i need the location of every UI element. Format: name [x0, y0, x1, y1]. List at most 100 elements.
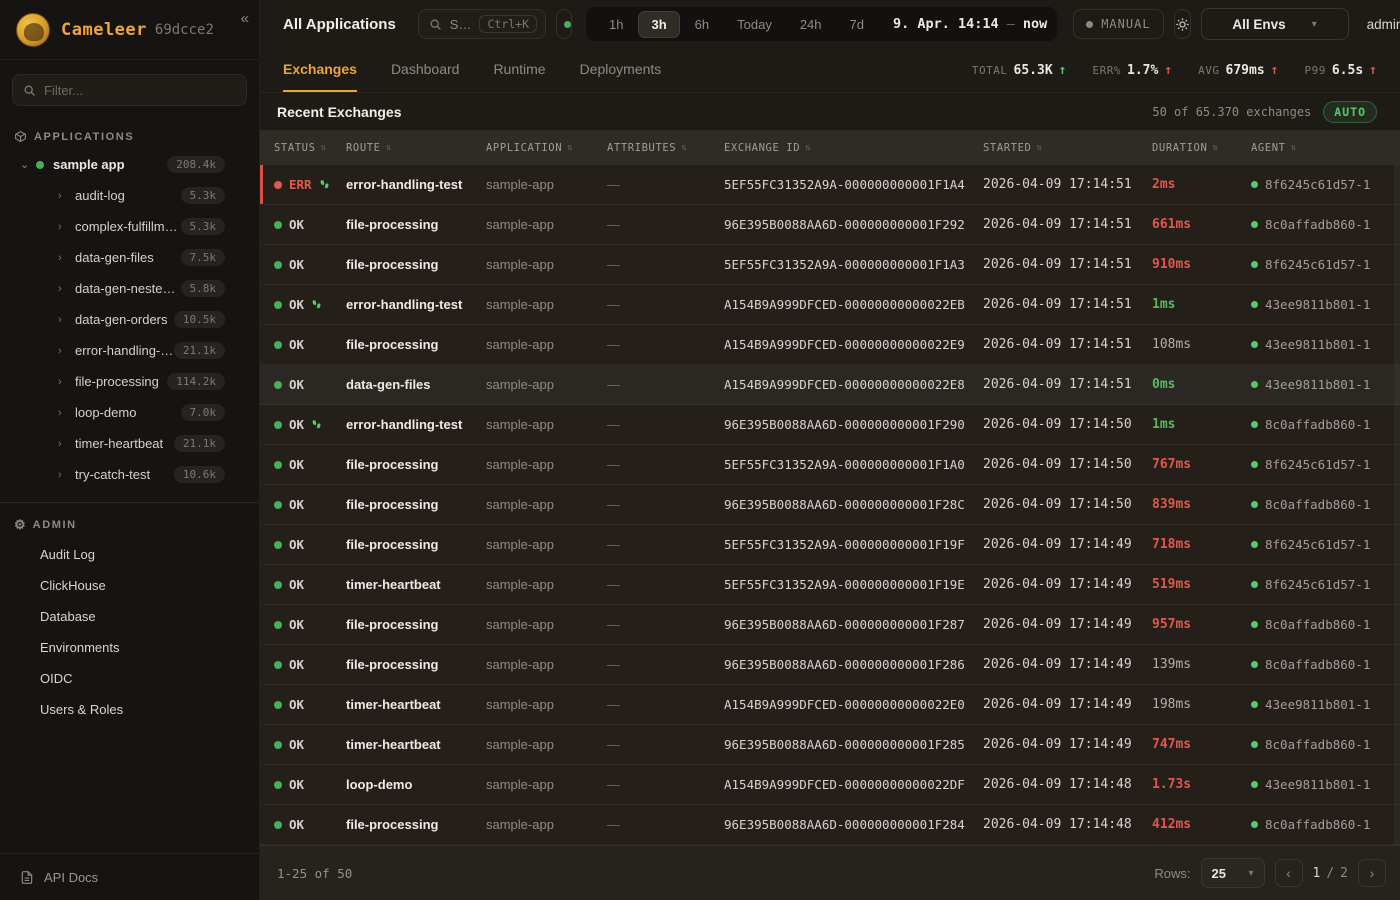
date-range-label[interactable]: 9. Apr. 14:14– now	[893, 16, 1047, 32]
agent-status-dot	[1251, 581, 1258, 588]
table-row[interactable]: OK timer-heartbeat sample-app — 5EF55FC3…	[260, 565, 1400, 605]
time-range-button[interactable]: Today	[737, 16, 772, 32]
column-header[interactable]: ROUTE ⇅	[346, 142, 486, 154]
sidebar-route-item[interactable]: › complex-fulfillm… 5.3k	[0, 211, 259, 242]
sidebar-route-item[interactable]: › data-gen-files 7.5k	[0, 242, 259, 273]
sidebar-collapse-icon[interactable]: «	[240, 10, 249, 27]
column-label: AGENT	[1251, 141, 1286, 154]
live-indicator-button[interactable]: O	[556, 9, 573, 39]
table-row[interactable]: OK error-handling-test sample-app — A154…	[260, 285, 1400, 325]
table-row[interactable]: OK data-gen-files sample-app — A154B9A99…	[260, 365, 1400, 405]
sidebar-item-clickhouse[interactable]: ClickHouse	[40, 578, 106, 593]
column-header[interactable]: APPLICATION ⇅	[486, 142, 607, 154]
sidebar-route-item[interactable]: › error-handling-… 21.1k	[0, 335, 259, 366]
column-header[interactable]: AGENT ⇅	[1251, 142, 1400, 154]
column-header[interactable]: STARTED ⇅	[983, 142, 1152, 154]
table-row[interactable]: OK file-processing sample-app — 96E395B0…	[260, 205, 1400, 245]
manual-refresh-button[interactable]: MANUAL	[1073, 9, 1164, 39]
chevron-right-icon[interactable]: ›	[58, 220, 62, 233]
chevron-right-icon[interactable]: ›	[58, 189, 62, 202]
topbar: All Applications S… Ctrl+K O 1h 3h 6h Today…	[260, 0, 1400, 48]
sidebar-route-item[interactable]: › data-gen-orders 10.5k	[0, 304, 259, 335]
application-cell: sample-app	[486, 817, 554, 832]
sidebar-item-database[interactable]: Database	[40, 609, 96, 624]
status-cell: OK	[260, 777, 346, 792]
chevron-right-icon[interactable]: ›	[58, 406, 62, 419]
table-row[interactable]: OK loop-demo sample-app — A154B9A999DFCE…	[260, 765, 1400, 805]
duration-cell: 1ms	[1152, 417, 1176, 432]
sidebar-route-item[interactable]: › loop-demo 7.0k	[0, 397, 259, 428]
chevron-right-icon[interactable]: ›	[58, 437, 62, 450]
column-header[interactable]: EXCHANGE ID ⇅	[724, 142, 983, 154]
time-range-button[interactable]: 3h	[638, 10, 680, 38]
chevron-right-icon[interactable]: ›	[58, 313, 62, 326]
sidebar-item-sample-app[interactable]: ⌄ sample app 208.4k	[0, 149, 259, 180]
table-row[interactable]: OK file-processing sample-app — 5EF55FC3…	[260, 445, 1400, 485]
chevron-right-icon[interactable]: ›	[58, 375, 62, 388]
sidebar-route-item[interactable]: › file-processing 114.2k	[0, 366, 259, 397]
next-page-button[interactable]: ›	[1358, 859, 1386, 887]
chevron-right-icon[interactable]: ›	[58, 251, 62, 264]
started-cell: 2026-04-09 17:14:51	[983, 177, 1132, 192]
table-row[interactable]: OK file-processing sample-app — 5EF55FC3…	[260, 245, 1400, 285]
sidebar-item-oidc[interactable]: OIDC	[40, 671, 73, 686]
agent-status-dot	[1251, 341, 1258, 348]
table-row[interactable]: OK file-processing sample-app — 96E395B0…	[260, 485, 1400, 525]
table-row[interactable]: OK timer-heartbeat sample-app — 96E395B0…	[260, 725, 1400, 765]
sidebar-route-item[interactable]: › try-catch-test 10.6k	[0, 459, 259, 490]
time-range-button[interactable]: 6h	[694, 16, 710, 32]
table-row[interactable]: OK file-processing sample-app — 96E395B0…	[260, 645, 1400, 685]
tab-runtime[interactable]: Runtime	[493, 61, 546, 77]
sidebar-route-item[interactable]: › data-gen-neste… 5.8k	[0, 273, 259, 304]
table-row[interactable]: OK timer-heartbeat sample-app — A154B9A9…	[260, 685, 1400, 725]
status-label: OK	[289, 297, 305, 312]
table-row[interactable]: OK file-processing sample-app — A154B9A9…	[260, 325, 1400, 365]
column-label: STARTED	[983, 141, 1032, 154]
manual-dot	[1086, 20, 1094, 28]
theme-toggle-button[interactable]	[1173, 9, 1191, 39]
auto-refresh-badge[interactable]: AUTO	[1323, 100, 1377, 123]
sidebar-item-users-roles[interactable]: Users & Roles	[40, 702, 124, 717]
chevron-right-icon[interactable]: ›	[58, 468, 62, 481]
stats-summary: TOTAL 65.3K ↑ ERR% 1.7% ↑ AVG 679ms ↑ P9…	[972, 48, 1377, 92]
table-row[interactable]: OK error-handling-test sample-app — 96E3…	[260, 405, 1400, 445]
sidebar-item-environments[interactable]: Environments	[40, 640, 120, 655]
filter-input[interactable]	[44, 82, 236, 98]
time-range-button[interactable]: 24h	[799, 16, 822, 32]
global-search-button[interactable]: S… Ctrl+K	[417, 9, 547, 39]
column-header[interactable]: DURATION ⇅	[1152, 142, 1251, 154]
table-row[interactable]: OK file-processing sample-app — 96E395B0…	[260, 805, 1400, 845]
tab-dashboard[interactable]: Dashboard	[390, 61, 460, 77]
chevron-right-icon[interactable]: ›	[58, 344, 62, 357]
column-header[interactable]: STATUS ⇅	[260, 142, 346, 154]
status-label: OK	[289, 217, 305, 232]
sidebar-item-api-docs[interactable]: API Docs	[0, 853, 259, 900]
chevron-down-icon[interactable]: ⌄	[20, 159, 30, 171]
tab-deployments[interactable]: Deployments	[579, 61, 662, 77]
exchange-id-cell: 96E395B0088AA6D-000000000001F284	[724, 817, 965, 832]
duration-cell: 910ms	[1152, 257, 1192, 272]
time-range-button[interactable]: 1h	[609, 16, 624, 32]
exchange-id-cell: 5EF55FC31352A9A-000000000001F1A0	[724, 457, 965, 472]
attributes-cell: —	[607, 177, 620, 192]
column-label: EXCHANGE ID	[724, 141, 801, 154]
time-range-button[interactable]: 7d	[849, 16, 864, 32]
table-row[interactable]: ERR error-handling-test sample-app — 5EF…	[260, 165, 1400, 205]
sidebar-route-item[interactable]: › audit-log 5.3k	[0, 180, 259, 211]
table-row[interactable]: OK file-processing sample-app — 96E395B0…	[260, 605, 1400, 645]
environment-selector[interactable]: All Envs ▾	[1200, 8, 1349, 40]
column-header[interactable]: ATTRIBUTES ⇅	[607, 142, 724, 154]
chevron-right-icon[interactable]: ›	[58, 282, 62, 295]
status-dot	[274, 700, 282, 709]
rows-per-page-select[interactable]: 25 ▾	[1200, 858, 1265, 888]
prev-page-button[interactable]: ‹	[1274, 859, 1303, 887]
sidebar-route-item[interactable]: › timer-heartbeat 21.1k	[0, 428, 259, 459]
sidebar-item-audit-log[interactable]: Audit Log	[40, 547, 95, 562]
tab-exchanges[interactable]: Exchanges	[283, 48, 357, 92]
started-cell: 2026-04-09 17:14:50	[983, 457, 1132, 472]
table-row[interactable]: OK file-processing sample-app — 5EF55FC3…	[260, 525, 1400, 565]
application-cell: sample-app	[486, 457, 554, 472]
scrollbar[interactable]	[1394, 165, 1400, 845]
sidebar-filter[interactable]	[12, 74, 247, 106]
duration-cell: 747ms	[1152, 737, 1192, 752]
